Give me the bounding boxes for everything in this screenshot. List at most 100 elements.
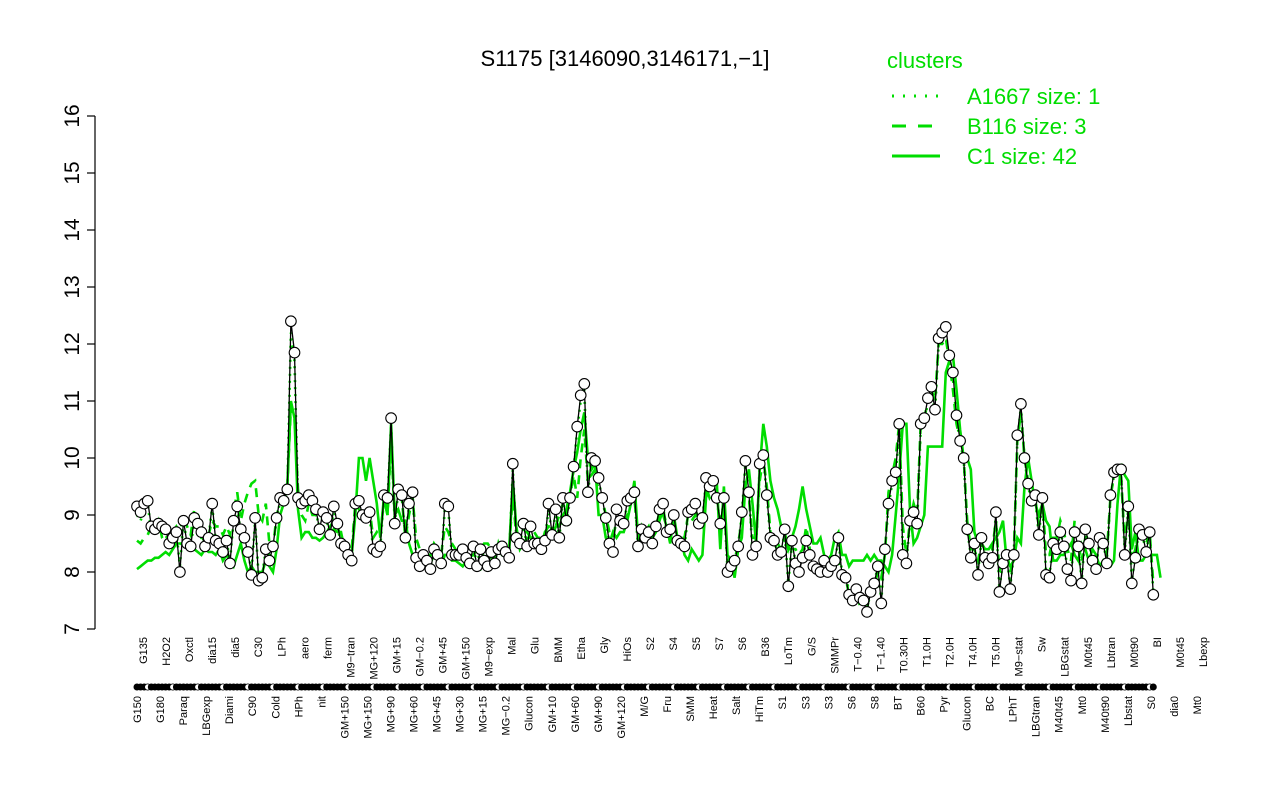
data-point (1054, 526, 1067, 538)
data-point (907, 506, 920, 518)
data-point (596, 492, 609, 504)
data-point (1015, 398, 1027, 410)
x-tick-label-upper: Etha (576, 636, 588, 660)
x-tick-label-lower: Diami (224, 696, 236, 724)
data-point (879, 543, 891, 556)
data-point (1061, 563, 1074, 575)
x-tick-label-lower: S3 (823, 696, 835, 709)
data-point (957, 452, 970, 464)
x-tick-label-upper: S4 (668, 637, 680, 650)
data-point (975, 531, 988, 544)
x-tick-label-lower: MG+60 (409, 696, 421, 732)
x-tick-label-upper: LBGstat (1060, 637, 1072, 677)
x-tick-label-upper: T2.0H (945, 637, 957, 667)
x-tick-label-lower: MG+90 (386, 696, 398, 732)
data-point (1125, 577, 1138, 590)
x-tick-label-upper: T5.0H (991, 637, 1003, 667)
x-tick-label-upper: Lbtran (1106, 637, 1118, 668)
data-point (986, 551, 999, 564)
x-tick-label-upper: dia5 (230, 637, 242, 658)
x-tick-label-upper: GM+15 (392, 637, 404, 673)
y-tick-label: 12 (61, 332, 84, 355)
data-point (950, 409, 963, 422)
data-point (947, 366, 959, 379)
data-point (549, 503, 562, 516)
data-point (889, 466, 902, 479)
x-tick-label-upper: Sw (1037, 637, 1049, 652)
x-tick-label-lower: BC (985, 696, 997, 711)
data-point (1032, 529, 1045, 541)
x-tick-label-upper: S6 (737, 637, 749, 650)
x-tick-label-upper: H2O2 (161, 637, 173, 666)
data-point (442, 500, 455, 513)
data-point (911, 517, 923, 530)
data-point (861, 606, 873, 618)
y-tick-label: 13 (61, 275, 84, 298)
data-point (506, 457, 519, 470)
data-point (288, 346, 301, 359)
x-tick-label-lower: Pyr (939, 696, 951, 713)
legend-entry-a1667: A1667 size: 1 (967, 84, 1100, 109)
data-point (567, 460, 580, 473)
data-point (760, 489, 773, 501)
data-point (403, 497, 415, 510)
data-point (786, 534, 798, 547)
data-point (560, 514, 573, 527)
data-point (828, 554, 841, 567)
data-point (220, 534, 233, 547)
x-tick-label-upper: Mal (507, 637, 519, 655)
x-tick-label-lower: S6 (846, 696, 858, 709)
x-tick-label-lower: Paraq (178, 696, 190, 725)
data-point (270, 512, 283, 524)
data-point (574, 389, 587, 402)
data-point (972, 569, 984, 581)
data-point (489, 557, 501, 570)
x-tick-label-lower: Glucon (524, 696, 536, 731)
data-point (249, 512, 261, 524)
x-axis: G135 G150 H2O2 G180 Oxctl Paraq dia15 LBGexp dia… (132, 636, 1210, 738)
x-tick-label-upper: M9−tran (345, 637, 357, 678)
x-tick-label-lower: Mt0 (1077, 696, 1089, 714)
data-point (650, 520, 662, 533)
data-point (1011, 429, 1024, 442)
data-point (592, 472, 605, 484)
data-point (610, 503, 623, 516)
x-tick-label-upper: S7 (714, 637, 726, 650)
x-tick-label-lower: Glucon (962, 696, 974, 731)
y-tick-label: 16 (61, 104, 84, 127)
data-point (1140, 546, 1153, 558)
data-point (571, 420, 584, 433)
data-point (327, 500, 340, 513)
data-point (882, 497, 895, 510)
x-tick-label-upper: LPh (276, 637, 288, 657)
x-tick-label-lower: C90 (247, 696, 259, 716)
x-tick-label-lower: S0 (1146, 696, 1158, 709)
data-point (1118, 549, 1131, 561)
x-tick-label-lower: MG+15 (478, 696, 490, 732)
data-point (646, 537, 659, 550)
x-tick-label-upper: ferm (322, 637, 334, 659)
x-tick-label-lower: G180 (155, 696, 167, 723)
data-point (238, 531, 251, 544)
data-point (689, 497, 702, 510)
data-point (553, 531, 566, 544)
data-point (406, 486, 419, 499)
data-point (331, 517, 344, 530)
x-tick-label-lower: MG+45 (432, 696, 444, 732)
data-point (803, 549, 816, 561)
data-point (1083, 537, 1095, 550)
data-point (990, 506, 1002, 518)
data-point (1072, 540, 1085, 553)
data-point (1143, 526, 1156, 538)
data-point (993, 586, 1006, 598)
x-tick-label-upper: Oxctl (184, 637, 196, 662)
data-point (961, 523, 974, 536)
x-tick-label-lower: HiTm (754, 696, 766, 722)
data-point (227, 514, 240, 527)
x-tick-label-upper: G135 (138, 637, 150, 664)
x-tick-label-upper: T0.30H (898, 637, 910, 673)
x-tick-label-lower: S3 (800, 696, 812, 709)
data-point (388, 517, 401, 530)
data-point (1022, 477, 1034, 490)
data-point (524, 520, 537, 533)
